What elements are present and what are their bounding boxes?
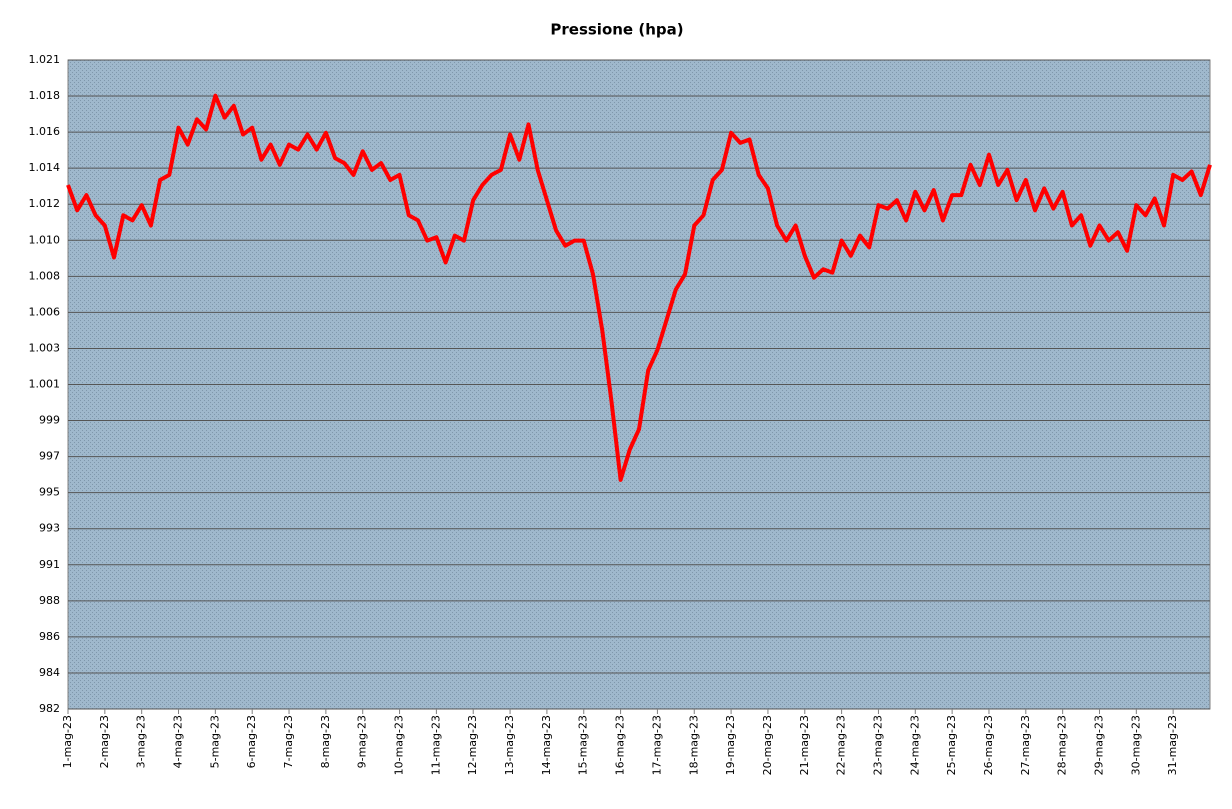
x-tick-label: 5-mag-23 [208, 715, 221, 768]
y-tick-label: 1.016 [29, 125, 61, 138]
x-tick-label: 14-mag-23 [540, 715, 553, 775]
chart-title: Pressione (hpa) [550, 21, 683, 39]
y-tick-label: 991 [39, 558, 60, 571]
y-tick-label: 986 [39, 630, 60, 643]
y-tick-label: 1.010 [29, 233, 61, 246]
y-tick-label: 999 [39, 414, 60, 427]
x-tick-label: 3-mag-23 [135, 715, 148, 768]
y-tick-label: 1.001 [29, 378, 61, 391]
y-tick-label: 1.021 [29, 53, 61, 66]
y-tick-label: 993 [39, 522, 60, 535]
y-tick-label: 1.014 [29, 161, 61, 174]
x-tick-label: 9-mag-23 [356, 715, 369, 768]
y-tick-label: 1.008 [29, 269, 61, 282]
x-tick-label: 1-mag-23 [61, 715, 74, 768]
y-tick-label: 984 [39, 666, 60, 679]
y-tick-label: 982 [39, 702, 60, 715]
x-tick-label: 26-mag-23 [982, 715, 995, 775]
line-series [66, 93, 1212, 482]
x-tick-label: 6-mag-23 [245, 715, 258, 768]
y-tick-label: 995 [39, 486, 60, 499]
x-tick-label: 29-mag-23 [1092, 715, 1105, 775]
x-tick-label: 25-mag-23 [945, 715, 958, 775]
x-tick-label: 7-mag-23 [282, 715, 295, 768]
x-tick-label: 8-mag-23 [319, 715, 332, 768]
y-tick-label: 997 [39, 450, 60, 463]
x-tick-label: 15-mag-23 [577, 715, 590, 775]
y-tick-label: 1.006 [29, 305, 61, 318]
x-tick-label: 27-mag-23 [1019, 715, 1032, 775]
x-tick-label: 23-mag-23 [871, 715, 884, 775]
x-tick-label: 18-mag-23 [687, 715, 700, 775]
x-tick-label: 30-mag-23 [1129, 715, 1142, 775]
x-tick-label: 28-mag-23 [1056, 715, 1069, 775]
x-tick-label: 12-mag-23 [466, 715, 479, 775]
x-tick-label: 21-mag-23 [798, 715, 811, 775]
x-tick-label: 4-mag-23 [172, 715, 185, 768]
x-tick-label: 13-mag-23 [503, 715, 516, 775]
y-tick-label: 1.018 [29, 89, 61, 102]
x-tick-label: 11-mag-23 [429, 715, 442, 775]
y-tick-label: 1.003 [29, 341, 61, 354]
x-tick-label: 10-mag-23 [393, 715, 406, 775]
x-tick-label: 22-mag-23 [835, 715, 848, 775]
x-tick-label: 20-mag-23 [761, 715, 774, 775]
y-tick-label: 988 [39, 594, 60, 607]
x-tick-label: 31-mag-23 [1166, 715, 1179, 775]
y-tick-label: 1.012 [29, 197, 61, 210]
x-tick-label: 16-mag-23 [614, 715, 627, 775]
x-tick-label: 2-mag-23 [98, 715, 111, 768]
x-tick-label: 19-mag-23 [724, 715, 737, 775]
x-tick-label: 24-mag-23 [908, 715, 921, 775]
x-tick-label: 17-mag-23 [650, 715, 663, 775]
